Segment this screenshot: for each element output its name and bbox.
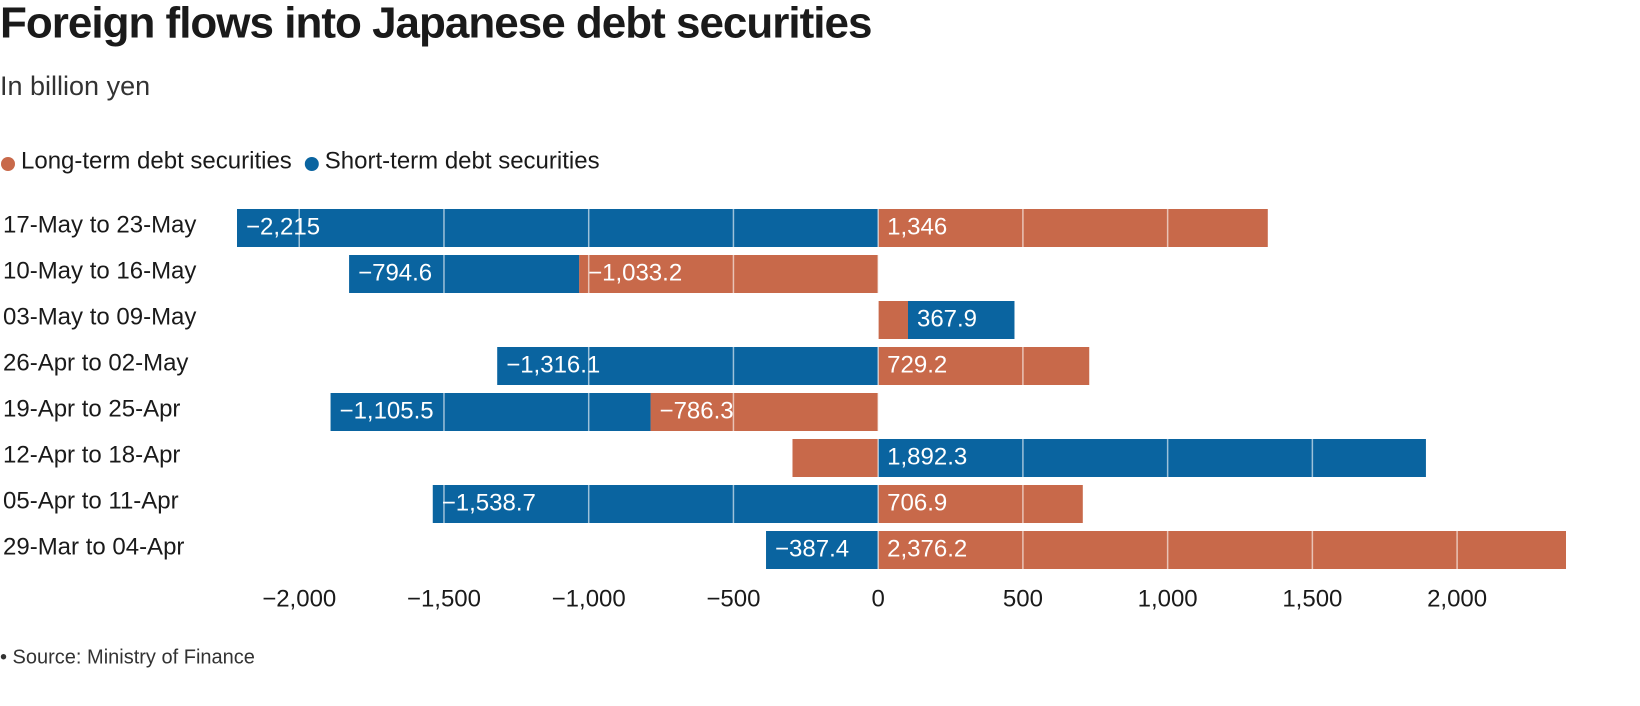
bar [650, 393, 879, 431]
chart-subtitle: In billion yen [0, 71, 150, 101]
x-tick-label: −500 [706, 585, 760, 612]
x-tick-label: 0 [871, 585, 884, 612]
category-label: 19-Apr to 25-Apr [3, 395, 180, 422]
bar [792, 439, 879, 477]
data-label: −1,033.2 [588, 259, 682, 286]
category-label: 29-Mar to 04-Apr [3, 533, 184, 560]
bar [878, 301, 908, 339]
bar [497, 347, 879, 385]
bar [878, 439, 1426, 477]
bar [878, 209, 1268, 247]
bar [432, 485, 879, 523]
data-label: −794.6 [358, 259, 432, 286]
bar [237, 209, 879, 247]
bar [330, 393, 651, 431]
data-label: 729.2 [887, 351, 947, 378]
data-label: 2,376.2 [887, 535, 967, 562]
bar [907, 301, 1015, 339]
bar [878, 531, 1566, 569]
category-label: 26-Apr to 02-May [3, 349, 188, 376]
bar [579, 255, 879, 293]
data-label: −387.4 [775, 535, 849, 562]
data-label: 1,346 [887, 213, 947, 240]
x-tick-label: 1,000 [1138, 585, 1198, 612]
category-label: 12-Apr to 18-Apr [3, 441, 180, 468]
data-label: 1,892.3 [887, 443, 967, 470]
data-label: −2,215 [246, 213, 320, 240]
data-label: 367.9 [917, 305, 977, 332]
category-label: 05-Apr to 11-Apr [3, 487, 179, 514]
data-label: −786.3 [660, 397, 734, 424]
category-label: 03-May to 09-May [3, 303, 196, 330]
x-tick-label: −1,000 [552, 585, 626, 612]
data-label: −1,105.5 [340, 397, 434, 424]
x-tick-label: 500 [1003, 585, 1043, 612]
legend-marker [304, 157, 319, 171]
source-note: • Source: Ministry of Finance [0, 646, 255, 668]
bar [878, 347, 1090, 385]
legend-label: Short-term debt securities [325, 147, 600, 174]
data-label: −1,316.1 [506, 351, 600, 378]
data-label: −1,538.7 [442, 489, 536, 516]
legend-label: Long-term debt securities [21, 147, 292, 174]
bar [349, 255, 580, 293]
data-label: 706.9 [887, 489, 947, 516]
x-tick-label: −2,000 [262, 585, 336, 612]
x-tick-label: 2,000 [1427, 585, 1487, 612]
x-tick-label: −1,500 [407, 585, 481, 612]
category-label: 10-May to 16-May [3, 257, 196, 284]
legend-marker [1, 157, 15, 171]
bar [766, 531, 879, 569]
category-label: 17-May to 23-May [3, 211, 196, 238]
chart-title: Foreign flows into Japanese debt securit… [0, 0, 871, 48]
bar [878, 485, 1083, 523]
x-tick-label: 1,500 [1282, 585, 1342, 612]
